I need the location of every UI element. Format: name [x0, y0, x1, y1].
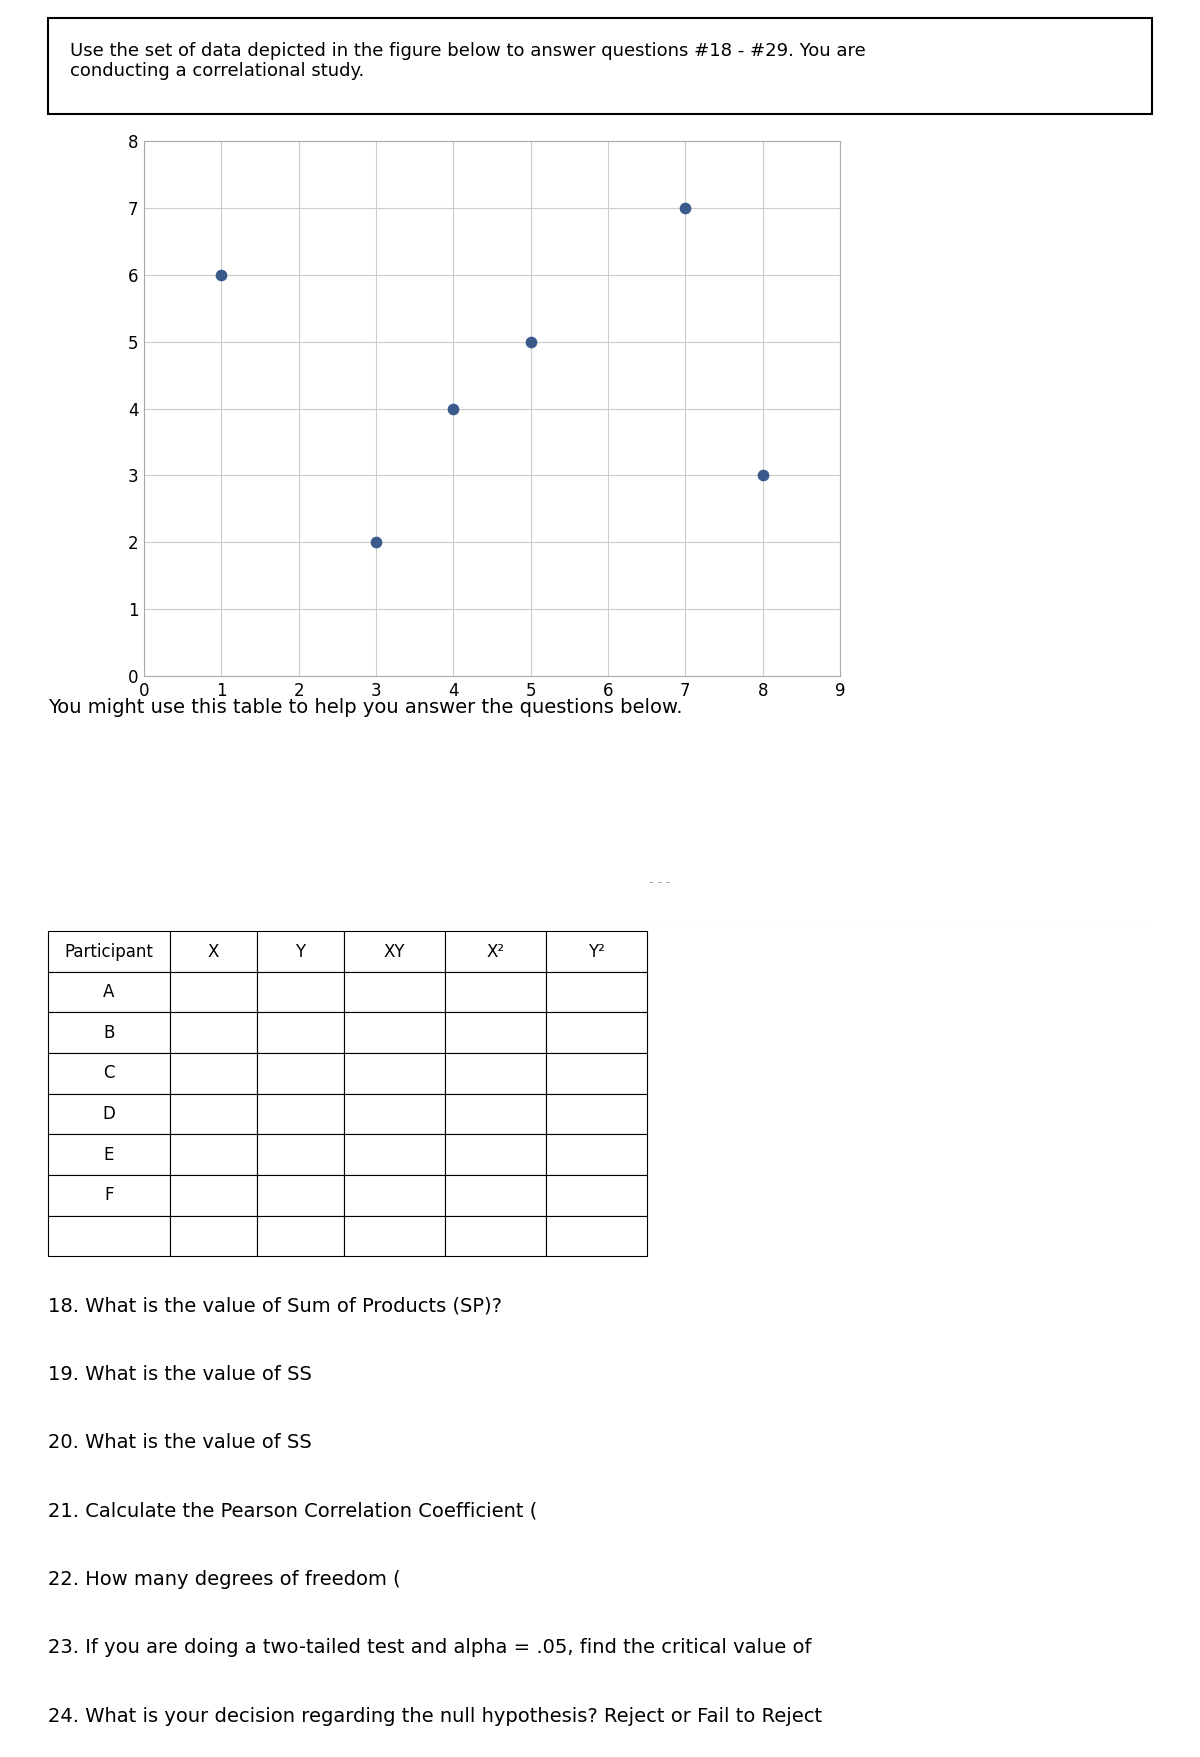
- Bar: [170, 1012, 257, 1052]
- Bar: [257, 1012, 343, 1052]
- Text: Use the set of data depicted in the figure below to answer questions #18 - #29. : Use the set of data depicted in the figu…: [70, 42, 866, 81]
- Bar: [257, 1052, 343, 1093]
- Text: 21. Calculate the Pearson Correlation Coefficient (: 21. Calculate the Pearson Correlation Co…: [48, 1502, 538, 1522]
- Bar: [257, 972, 343, 1012]
- Bar: [170, 1093, 257, 1135]
- Text: C: C: [103, 1065, 115, 1082]
- Bar: [48, 1012, 170, 1052]
- Bar: [170, 1216, 257, 1256]
- Bar: [546, 1216, 647, 1256]
- Bar: [170, 1052, 257, 1093]
- Bar: [445, 972, 546, 1012]
- Bar: [48, 1135, 170, 1175]
- Text: 19. What is the value of SS: 19. What is the value of SS: [48, 1365, 312, 1385]
- Text: E: E: [103, 1146, 114, 1163]
- Bar: [257, 1135, 343, 1175]
- Bar: [344, 1093, 445, 1135]
- Bar: [48, 972, 170, 1012]
- Text: 18. What is the value of Sum of Products (SP)?: 18. What is the value of Sum of Products…: [48, 1297, 509, 1316]
- Bar: [344, 1012, 445, 1052]
- Bar: [546, 1052, 647, 1093]
- Text: 22. How many degrees of freedom (: 22. How many degrees of freedom (: [48, 1571, 401, 1588]
- Bar: [445, 1216, 546, 1256]
- Bar: [48, 931, 170, 972]
- Text: Y²: Y²: [588, 942, 605, 961]
- Bar: [445, 1012, 546, 1052]
- Text: 23. If you are doing a two-tailed test and alpha = .05, find the critical value : 23. If you are doing a two-tailed test a…: [48, 1638, 817, 1657]
- Point: [754, 462, 773, 490]
- Bar: [445, 1175, 546, 1216]
- Text: - - -: - - -: [649, 877, 671, 889]
- Text: Y: Y: [295, 942, 305, 961]
- Bar: [445, 1093, 546, 1135]
- Text: D: D: [102, 1105, 115, 1123]
- Bar: [344, 972, 445, 1012]
- Text: You might use this table to help you answer the questions below.: You might use this table to help you ans…: [48, 698, 683, 717]
- Text: 20. What is the value of SS: 20. What is the value of SS: [48, 1434, 312, 1453]
- Bar: [257, 1175, 343, 1216]
- Bar: [546, 1012, 647, 1052]
- Point: [521, 327, 540, 355]
- Bar: [257, 1216, 343, 1256]
- Text: X: X: [208, 942, 218, 961]
- Bar: [257, 931, 343, 972]
- Bar: [445, 1135, 546, 1175]
- Bar: [344, 1135, 445, 1175]
- Bar: [170, 1175, 257, 1216]
- Bar: [344, 1175, 445, 1216]
- Bar: [344, 1216, 445, 1256]
- Point: [676, 193, 695, 221]
- Bar: [170, 1135, 257, 1175]
- Bar: [257, 1093, 343, 1135]
- Point: [211, 260, 230, 288]
- Bar: [48, 1175, 170, 1216]
- Bar: [48, 1216, 170, 1256]
- Bar: [546, 931, 647, 972]
- Bar: [344, 931, 445, 972]
- FancyBboxPatch shape: [48, 18, 1152, 114]
- Bar: [546, 972, 647, 1012]
- Text: F: F: [104, 1186, 114, 1204]
- Bar: [546, 1175, 647, 1216]
- Bar: [170, 931, 257, 972]
- Point: [444, 395, 463, 423]
- Bar: [445, 931, 546, 972]
- Point: [366, 529, 385, 557]
- Bar: [546, 1093, 647, 1135]
- Bar: [170, 972, 257, 1012]
- Text: 24. What is your decision regarding the null hypothesis? Reject or Fail to Rejec: 24. What is your decision regarding the …: [48, 1706, 822, 1725]
- Bar: [344, 1052, 445, 1093]
- Text: B: B: [103, 1024, 114, 1042]
- Bar: [445, 1052, 546, 1093]
- Text: X²: X²: [486, 942, 504, 961]
- Bar: [48, 1093, 170, 1135]
- Bar: [48, 1052, 170, 1093]
- Bar: [546, 1135, 647, 1175]
- Text: A: A: [103, 984, 114, 1001]
- Text: Participant: Participant: [65, 942, 154, 961]
- Text: XY: XY: [384, 942, 406, 961]
